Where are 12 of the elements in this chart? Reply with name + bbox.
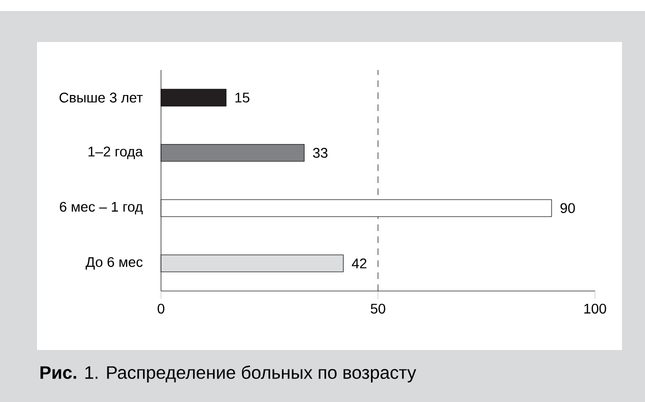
x-tick-label: 100 bbox=[584, 304, 606, 314]
data-label: 15 bbox=[235, 92, 250, 103]
x-tick-label: 50 bbox=[370, 304, 386, 314]
y-tick-label: Свыше 3 лет bbox=[60, 92, 143, 103]
x-tick-label: 0 bbox=[158, 304, 164, 314]
y-tick-label: До 6 мес bbox=[86, 257, 143, 270]
y-tick-label: 6 мес – 1 год bbox=[60, 202, 143, 214]
data-label: 33 bbox=[313, 148, 328, 158]
text: Рис. 1. Распределение больных по возрасту bbox=[40, 366, 416, 382]
data-label: 42 bbox=[352, 258, 366, 268]
data-label: 90 bbox=[560, 203, 575, 214]
y-tick-label: 1–2 года bbox=[88, 146, 143, 160]
